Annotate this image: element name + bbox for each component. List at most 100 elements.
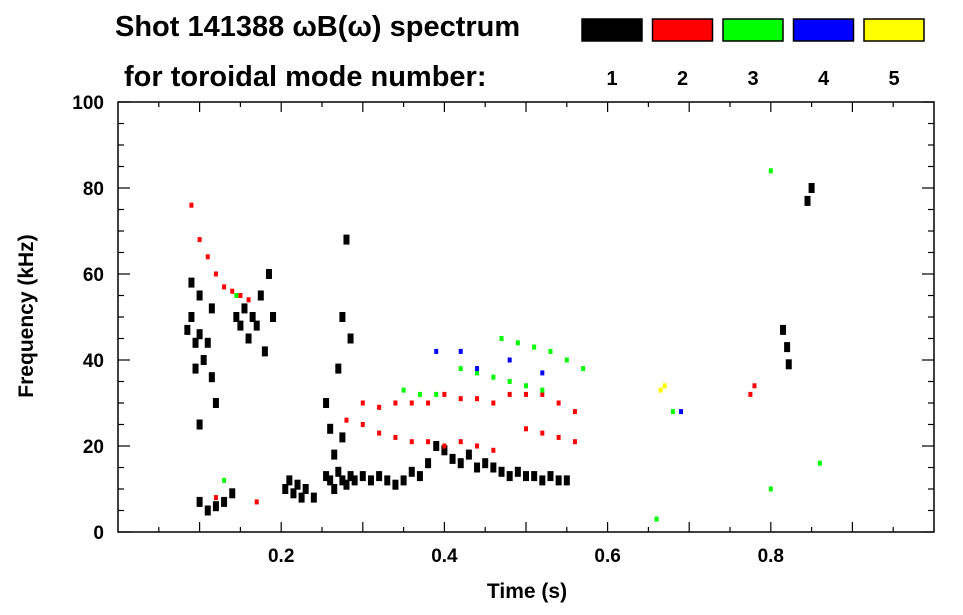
data-point	[507, 357, 512, 363]
data-point	[442, 443, 447, 449]
data-point	[196, 496, 203, 507]
data-point	[286, 475, 293, 486]
data-point	[188, 312, 195, 322]
data-marks	[184, 168, 822, 522]
data-point	[208, 372, 215, 383]
data-point	[804, 195, 811, 206]
legend-label-2: 2	[677, 68, 688, 90]
data-point	[302, 484, 309, 494]
data-point	[360, 400, 365, 406]
legend-swatch-1	[581, 18, 643, 42]
data-point	[377, 404, 382, 410]
data-point	[261, 346, 268, 357]
data-point	[658, 387, 663, 393]
data-point	[548, 348, 553, 354]
data-point	[507, 379, 512, 384]
data-point	[257, 290, 264, 301]
data-point	[351, 475, 358, 486]
data-point	[785, 359, 792, 370]
data-point	[367, 475, 374, 486]
data-point	[245, 333, 252, 344]
series-mode-1	[184, 183, 815, 516]
data-point	[265, 269, 272, 279]
y-axis: 0 20 40 60 80 100	[72, 93, 934, 544]
data-point	[572, 439, 577, 445]
legend-swatch-2	[651, 18, 714, 42]
x-tick-label: 0.2	[268, 546, 294, 567]
data-point	[490, 462, 497, 473]
data-point	[376, 471, 383, 482]
data-point	[556, 434, 561, 440]
data-point	[229, 488, 236, 499]
data-point	[294, 479, 301, 490]
data-point	[434, 348, 439, 354]
legend-swatch-3	[722, 18, 784, 42]
data-point	[475, 396, 480, 402]
data-point	[491, 447, 496, 453]
data-point	[249, 312, 256, 322]
data-point	[768, 486, 773, 492]
data-point	[204, 505, 211, 516]
data-point	[234, 293, 239, 298]
data-point	[780, 324, 787, 335]
data-point	[475, 370, 480, 376]
data-point	[213, 271, 218, 277]
data-point	[238, 293, 243, 298]
data-point	[515, 340, 520, 346]
series-mode-4	[434, 348, 684, 415]
data-point	[507, 391, 512, 397]
data-point	[401, 387, 406, 393]
data-point	[409, 439, 414, 445]
data-point	[524, 391, 528, 397]
data-point	[752, 383, 757, 389]
data-point	[331, 449, 338, 460]
data-point	[192, 337, 199, 348]
data-point	[540, 387, 545, 393]
data-point	[458, 348, 463, 354]
data-point	[290, 488, 297, 499]
data-point	[222, 477, 227, 483]
data-point	[237, 320, 244, 331]
data-point	[408, 466, 415, 477]
data-point	[514, 466, 521, 477]
series-mode-5	[658, 383, 667, 393]
data-point	[204, 337, 211, 348]
series-mode-2	[189, 202, 757, 505]
data-point	[184, 324, 191, 335]
legend-swatch-4	[792, 18, 855, 42]
data-point	[189, 202, 194, 208]
data-point	[359, 471, 366, 482]
data-point	[339, 432, 346, 443]
legend-swatch-5	[863, 18, 925, 42]
data-point	[426, 400, 431, 406]
data-point	[196, 329, 203, 340]
data-point	[540, 430, 545, 436]
data-point	[409, 400, 414, 406]
data-point	[233, 312, 240, 322]
data-point	[208, 303, 215, 314]
data-point	[205, 254, 210, 260]
data-point	[768, 168, 773, 174]
x-axis: 0.2 0.4 0.6 0.8	[158, 102, 894, 567]
data-point	[475, 366, 480, 372]
data-point	[339, 475, 346, 486]
data-point	[246, 297, 251, 303]
data-point	[563, 475, 570, 486]
data-point	[339, 312, 346, 322]
data-point	[426, 439, 431, 445]
y-tick-label: 0	[93, 523, 104, 544]
data-point	[784, 342, 791, 353]
data-point	[335, 466, 342, 477]
data-point	[654, 516, 659, 522]
data-point	[817, 460, 822, 466]
data-point	[213, 495, 218, 501]
data-point	[347, 333, 354, 344]
data-point	[679, 409, 684, 415]
data-point	[506, 471, 513, 482]
data-point	[327, 475, 334, 486]
data-point	[540, 391, 545, 397]
data-point	[384, 475, 391, 486]
y-tick-label: 60	[83, 265, 104, 286]
data-point	[335, 363, 342, 374]
